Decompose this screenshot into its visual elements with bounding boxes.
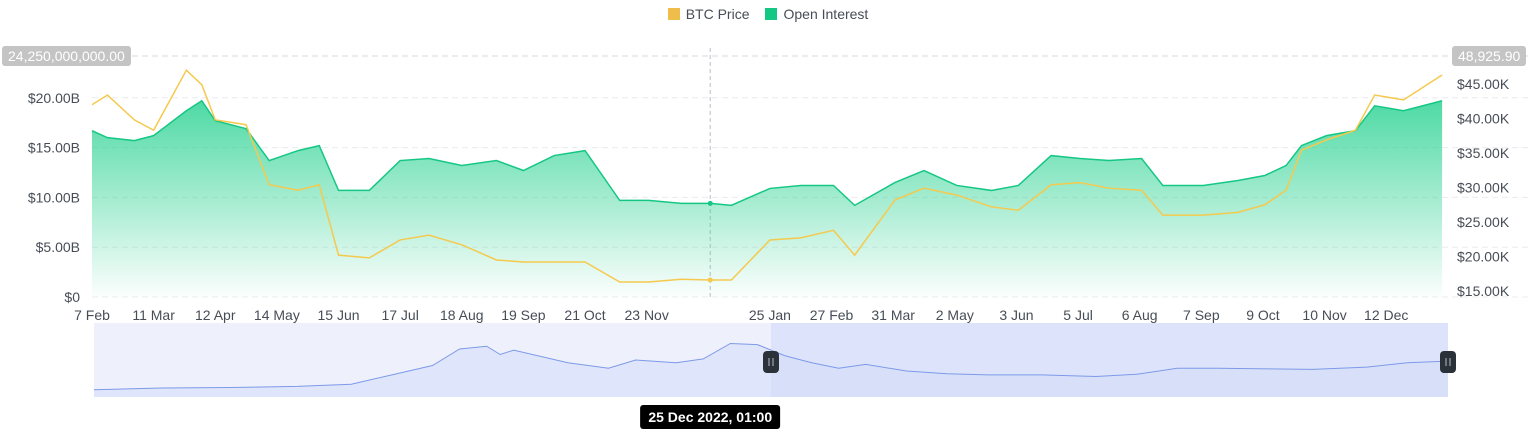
crosshair-right-value: 48,925.90 — [1452, 46, 1527, 66]
x-axis-tick-label: 17 Jul — [381, 307, 418, 323]
x-axis-tick-label: 14 May — [254, 307, 300, 323]
crosshair-oi-marker — [707, 200, 713, 206]
navigator-line — [93, 342, 1449, 391]
left-axis-tick-label: $10.00B — [28, 189, 80, 205]
x-axis-tick-label: 19 Sep — [501, 307, 546, 323]
navigator-left-handle[interactable] — [763, 351, 779, 373]
x-axis-tick-label: 7 Feb — [74, 307, 110, 323]
x-axis-tick-label: 10 Nov — [1302, 307, 1346, 323]
crosshair-left-value: 24,250,000,000.00 — [2, 46, 131, 66]
open-interest-area — [92, 100, 1443, 297]
right-axis-tick-label: $35.00K — [1457, 145, 1510, 161]
x-axis-tick-label: 25 Jan — [749, 307, 791, 323]
x-axis-tick-label: 3 Jun — [999, 307, 1033, 323]
btc-price-swatch — [667, 8, 680, 20]
crosshair-date-tooltip: 25 Dec 2022, 01:00 — [640, 405, 781, 429]
x-axis-tick-label: 18 Aug — [440, 307, 484, 323]
x-axis-tick-label: 21 Oct — [564, 307, 605, 323]
legend-item-btc-price[interactable]: BTC Price — [667, 6, 750, 22]
x-axis-tick-label: 7 Sep — [1183, 307, 1220, 323]
x-axis-tick-label: 9 Oct — [1246, 307, 1280, 323]
left-axis-tick-label: $0 — [64, 289, 80, 305]
x-axis-tick-label: 11 Mar — [132, 307, 175, 323]
right-axis-tick-label: $30.00K — [1457, 180, 1510, 196]
x-axis-tick-label: 6 Aug — [1122, 307, 1158, 323]
left-axis-tick-label: $20.00B — [28, 90, 80, 106]
right-axis-tick-label: $40.00K — [1457, 111, 1510, 127]
right-axis-tick-label: $45.00K — [1457, 76, 1510, 92]
left-axis-tick-label: $5.00B — [36, 239, 80, 255]
crosshair-btc-marker — [707, 277, 713, 283]
x-axis-tick-label: 2 May — [936, 307, 974, 323]
x-axis-tick-label: 12 Apr — [195, 307, 236, 323]
x-axis-tick-label: 27 Feb — [810, 307, 854, 323]
left-axis-tick-label: $15.00B — [28, 140, 80, 156]
right-axis-tick-label: $15.00K — [1457, 283, 1510, 299]
x-axis-tick-label: 12 Dec — [1364, 307, 1408, 323]
navigator-right-handle[interactable] — [1440, 351, 1456, 373]
x-axis-tick-label: 5 Jul — [1063, 307, 1093, 323]
legend-label: Open Interest — [783, 6, 869, 22]
right-axis-tick-label: $25.00K — [1457, 214, 1510, 230]
x-axis-tick-label: 23 Nov — [624, 307, 668, 323]
legend-label: BTC Price — [685, 6, 750, 22]
open-interest-swatch — [765, 8, 778, 20]
x-axis-tick-label: 15 Jun — [317, 307, 359, 323]
legend-item-open-interest[interactable]: Open Interest — [765, 6, 868, 22]
legend: BTC Price Open Interest — [0, 6, 1536, 22]
x-axis-tick-label: 31 Mar — [871, 307, 915, 323]
right-axis-tick-label: $20.00K — [1457, 249, 1510, 265]
